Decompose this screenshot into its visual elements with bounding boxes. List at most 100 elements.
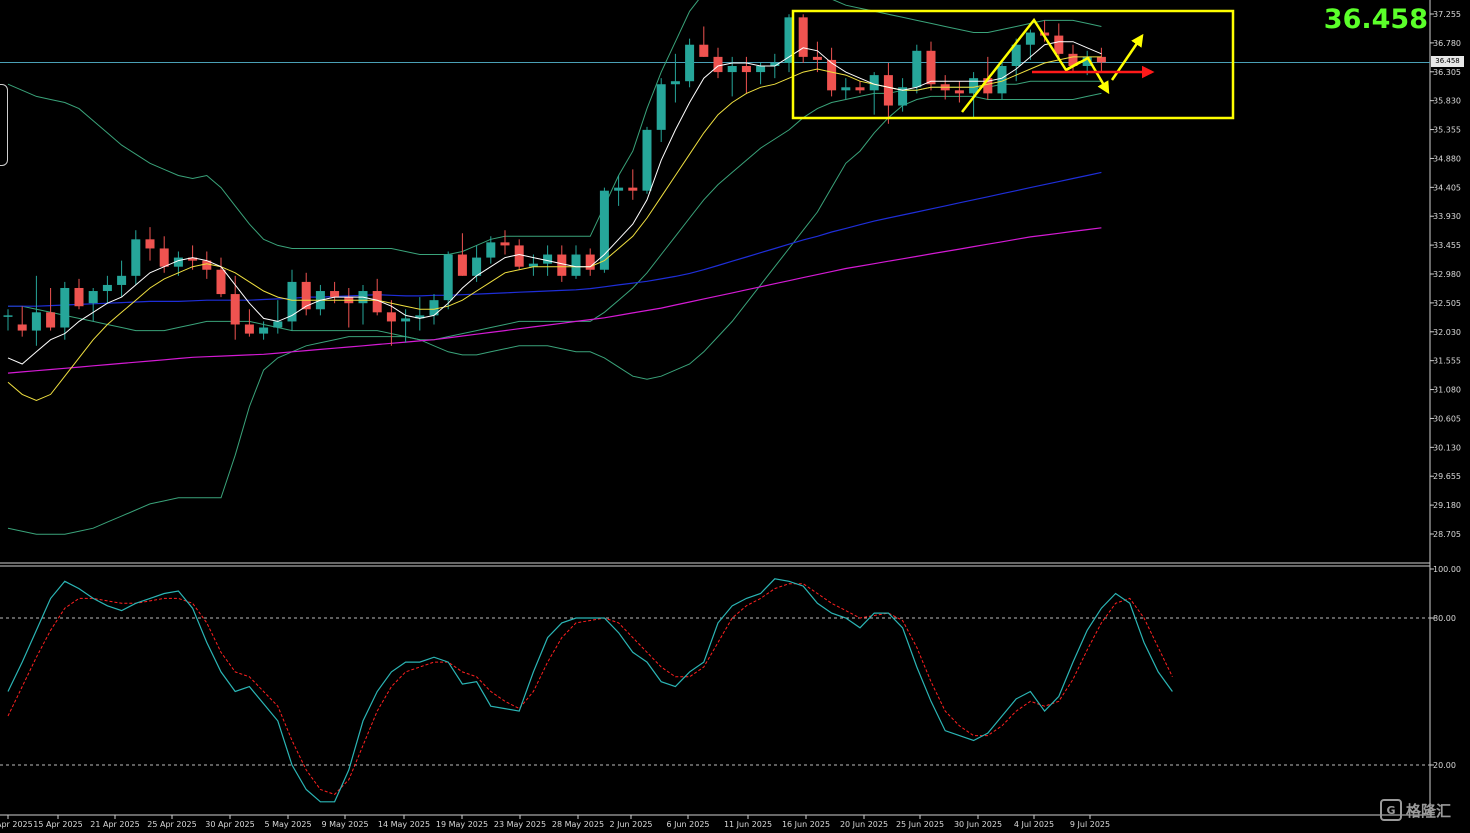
time-tick-label: 9 May 2025 [321, 820, 368, 829]
candle-body [415, 315, 425, 319]
price-tick-label: 35.830 [1433, 97, 1461, 106]
candle-body [159, 248, 169, 267]
candle-body [784, 17, 794, 63]
price-tick-label: 32.030 [1433, 328, 1461, 337]
time-tick-label: 28 May 2025 [552, 820, 604, 829]
candle-body [926, 50, 936, 85]
candle-body [670, 81, 680, 85]
time-tick-label: 10 Apr 2025 [0, 820, 33, 829]
candle-body [230, 294, 240, 325]
candle-body [216, 269, 226, 295]
candle-body [699, 44, 709, 57]
time-tick-label: 6 Jun 2025 [666, 820, 709, 829]
candle-body [102, 284, 112, 292]
watermark-text: 格隆汇 [1406, 801, 1452, 820]
candle-body [472, 257, 482, 276]
candle-body [841, 87, 851, 91]
candle-body [145, 239, 155, 249]
candle-body [756, 66, 766, 73]
oscillator-tick-label: 20.00 [1433, 761, 1456, 770]
price-tick-label: 37.255 [1433, 10, 1461, 19]
candle-body [855, 87, 865, 91]
time-tick-label: 21 Apr 2025 [90, 820, 139, 829]
candle-body [656, 84, 666, 130]
candle-body [74, 287, 84, 307]
candle-body [500, 242, 510, 246]
moving-average-white-line [7, 41, 1102, 365]
candle-body [898, 87, 908, 106]
time-tick-label: 16 Jun 2025 [782, 820, 830, 829]
candle-body [117, 275, 127, 285]
candle-body [869, 75, 879, 91]
candle-body [60, 287, 70, 328]
candle-body [273, 321, 283, 328]
candle-body [1025, 32, 1035, 45]
moving-average-yellow-line [7, 56, 1102, 402]
candle-body [642, 129, 652, 191]
bollinger-upper-line [7, 0, 1102, 255]
candle-body [330, 291, 340, 298]
stochastic-main-line [7, 578, 1173, 803]
candle-body [287, 281, 297, 322]
time-tick-label: 15 Apr 2025 [33, 820, 82, 829]
projection-arrow-down [1065, 56, 1110, 95]
time-tick-label: 23 May 2025 [494, 820, 546, 829]
time-tick-label: 2 Jun 2025 [609, 820, 652, 829]
price-tick-label: 29.655 [1433, 472, 1461, 481]
price-tick-label: 35.355 [1433, 126, 1461, 135]
candle-body [1082, 56, 1092, 66]
time-tick-label: 11 Jun 2025 [724, 820, 772, 829]
price-tick-label: 31.555 [1433, 357, 1461, 366]
candle-body [614, 187, 624, 191]
side-panel-tab[interactable] [0, 84, 8, 166]
consolidation-box [791, 9, 1235, 120]
price-tick-label: 36.780 [1433, 39, 1461, 48]
candle-body [883, 75, 893, 106]
price-tick-label: 29.180 [1433, 501, 1461, 510]
candle-body [969, 78, 979, 94]
candle-body [1054, 35, 1064, 54]
price-tick-label: 32.505 [1433, 299, 1461, 308]
time-tick-label: 19 May 2025 [436, 820, 488, 829]
candle-body [543, 254, 553, 264]
candle-body [741, 66, 751, 73]
time-tick-label: 30 Apr 2025 [205, 820, 254, 829]
time-tick-label: 20 Jun 2025 [840, 820, 888, 829]
projection-arrow-up [1110, 33, 1144, 81]
candle-body [88, 291, 98, 304]
bollinger-lower-line [7, 92, 1102, 535]
price-tick-label: 32.980 [1433, 270, 1461, 279]
moving-average-magenta-line [7, 227, 1102, 374]
price-tick-label: 33.455 [1433, 241, 1461, 250]
candle-body [912, 50, 922, 88]
candle-body [457, 254, 467, 276]
price-tick-label: 30.130 [1433, 443, 1461, 452]
time-tick-label: 9 Jul 2025 [1070, 820, 1110, 829]
candle-body [557, 254, 567, 276]
candle-body [244, 324, 254, 334]
price-tick-label: 30.605 [1433, 414, 1461, 423]
price-tick-label: 36.305 [1433, 68, 1461, 77]
candle-body [770, 62, 780, 66]
candle-body [685, 44, 695, 82]
price-scale-tag: 36.458 [1431, 56, 1464, 67]
candle-body [386, 312, 396, 322]
candle-body [1040, 32, 1050, 36]
candle-body [954, 90, 964, 94]
time-tick-label: 25 Apr 2025 [147, 820, 196, 829]
oscillator-tick-label: 100.00 [1433, 565, 1461, 574]
candle-body [188, 257, 198, 261]
candle-body [31, 312, 41, 331]
candle-body [443, 254, 453, 301]
candle-body [812, 56, 822, 60]
time-tick-label: 5 May 2025 [264, 820, 311, 829]
candle-body [401, 318, 411, 322]
price-tick-label: 33.930 [1433, 212, 1461, 221]
price-tick-label: 31.080 [1433, 386, 1461, 395]
candle-body [372, 291, 382, 313]
candle-body [202, 260, 212, 270]
candle-body [46, 312, 56, 328]
candle-body [259, 327, 269, 334]
candle-body [1068, 53, 1078, 66]
